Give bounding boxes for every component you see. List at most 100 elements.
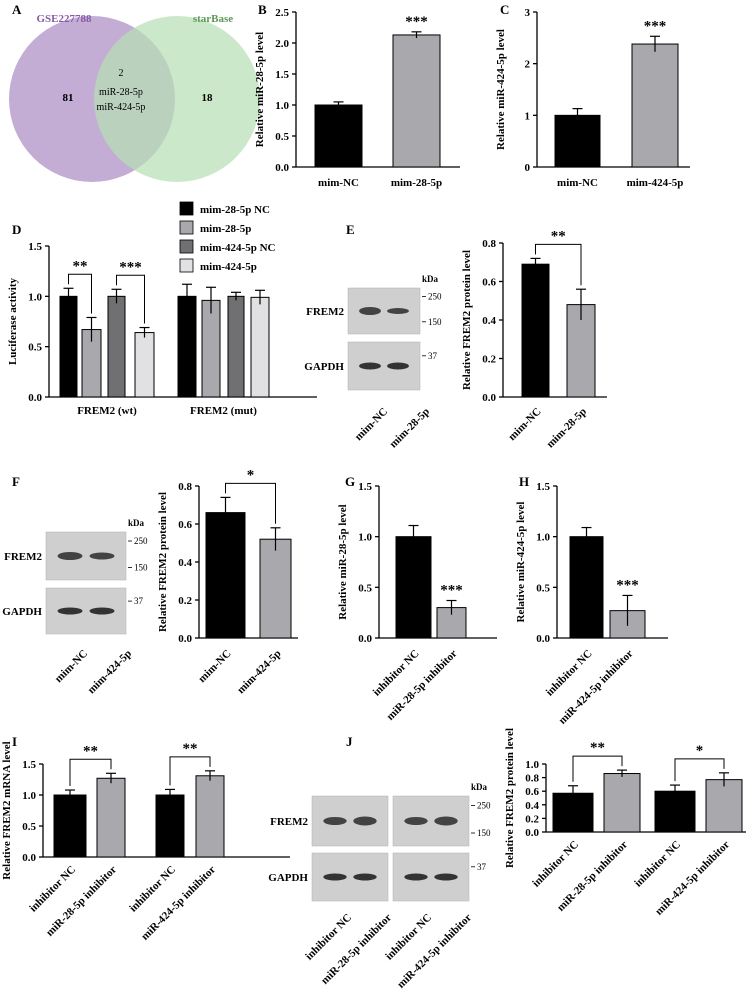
x-category-label: inhibitor NC [530,839,581,890]
blot-label-gapdh: GAPDH [268,872,308,884]
y-tick-label: 0.5 [275,131,289,143]
y-tick-label: 0.0 [482,392,496,404]
venn-overlap-item: miR-424-5p [97,102,146,113]
bar [395,536,432,639]
y-tick-label: 1.5 [358,481,372,493]
significance-bracket [116,274,145,324]
y-tick-label: 1.0 [275,100,289,112]
gapdh-band [387,362,409,370]
significance-stars: ** [83,743,98,759]
frem2-band [353,816,377,826]
blot-label-frem2: FREM2 [306,306,344,318]
y-tick-label: 1.5 [275,69,289,81]
y-tick-label: 1.0 [536,532,550,544]
significance-stars: *** [119,259,142,275]
y-tick-label: 0.0 [28,392,42,404]
y-tick-label: 0.0 [275,162,289,174]
y-axis-label: Relative FREM2 protein level [461,250,473,390]
bar [155,794,185,858]
chart-e: 0.0 0.2 0.4 0.6 0.8 Relative FREM2 protein le… [461,228,607,450]
y-tick-label: 0.2 [525,813,539,825]
frem2-band [404,817,428,825]
significance-bracket [68,273,92,314]
blot-label-gapdh: GAPDH [2,606,42,618]
venn-right-count: 18 [202,92,214,104]
y-tick-label: 0.6 [525,786,539,798]
significance-stars: *** [440,583,463,599]
venn-diagram: GSE227788 starBase 81 18 2 miR-28-5p miR-424-5… [9,13,260,182]
kda-label: kDa [422,274,439,284]
marker-label: 250 [428,292,442,302]
x-category-label: mim-NC [557,177,598,189]
frem2-band [434,816,458,826]
marker-label: 250 [477,801,491,811]
bar-mim-28-5p-nc [59,295,78,398]
legend-swatch [179,201,194,216]
y-axis-label: Relative miR-28-5p level [337,504,349,619]
venn-overlap-item: miR-28-5p [99,87,143,98]
y-axis-label: Relative miR-424-5p level [515,502,527,623]
y-tick-label: 1.5 [536,481,550,493]
significance-bracket [169,756,211,786]
y-tick-label: 1.5 [22,759,36,771]
bar-mim-28-5p-nc [177,295,197,398]
y-tick-label: 0.4 [178,557,192,569]
bar-mim-424-5p [250,296,270,398]
blot-lane-label: miR-424-5p inhibitor [395,912,474,991]
x-category-label: mim-NC [506,406,543,443]
legend-swatch [179,258,194,273]
gapdh-band [404,873,428,881]
frem2-band [323,817,347,825]
panel-letter-d: D [12,222,21,237]
bar-mim-424-5p-nc [227,295,245,398]
venn-right-circle [94,16,260,182]
blot-membrane [347,341,421,391]
y-tick-label: 0.5 [22,821,36,833]
legend-label: mim-28-5p NC [200,204,270,216]
marker-label: 150 [428,317,442,327]
legend-label: mim-424-5p NC [200,242,276,254]
significance-bracket [69,758,112,787]
y-tick-label: 0.0 [536,633,550,645]
y-tick-label: 1 [525,110,531,122]
x-category-label: miR-28-5p inhibitor [384,648,459,723]
marker-label: 150 [134,562,148,572]
gapdh-band [434,873,458,881]
significance-bracket [535,243,582,286]
bar [314,104,363,168]
panel-letter-c: C [500,2,509,17]
y-axis-label: Relative FREM2 protein level [157,492,169,632]
panel-letter-h: H [519,474,529,489]
blot-membrane [347,287,421,335]
blot-label-gapdh: GAPDH [304,361,344,373]
y-tick-label: 1.5 [28,241,42,253]
marker-label: 250 [134,536,148,546]
marker-label: 150 [477,828,491,838]
significance-stars: *** [644,18,667,34]
y-tick-label: 0.0 [358,633,372,645]
x-category-label: FREM2 (mut) [190,405,257,417]
y-tick-label: 1.0 [28,291,42,303]
bar [705,779,743,833]
y-tick-label: 0.2 [178,595,192,607]
panel-letter-e: E [346,222,355,237]
y-axis-label: Luciferase activity [7,277,19,365]
significance-bracket [225,482,276,524]
x-category-label: miR-424-5p inhibitor [556,648,635,727]
chart-f: 0.0 0.2 0.4 0.6 0.8 Relative FREM2 protein le… [157,467,298,696]
bar [96,777,126,858]
marker-label: 37 [477,862,487,872]
x-category-label: mim-424-5p [627,177,684,189]
bar [603,773,641,833]
x-category-label: inhibitor NC [632,839,683,890]
blot-lane-label: mim-NC [53,648,90,685]
y-tick-label: 0 [525,162,531,174]
kda-label: kDa [128,518,145,528]
panel-letter-a: A [12,2,22,17]
x-category-label: mim-NC [196,648,233,685]
